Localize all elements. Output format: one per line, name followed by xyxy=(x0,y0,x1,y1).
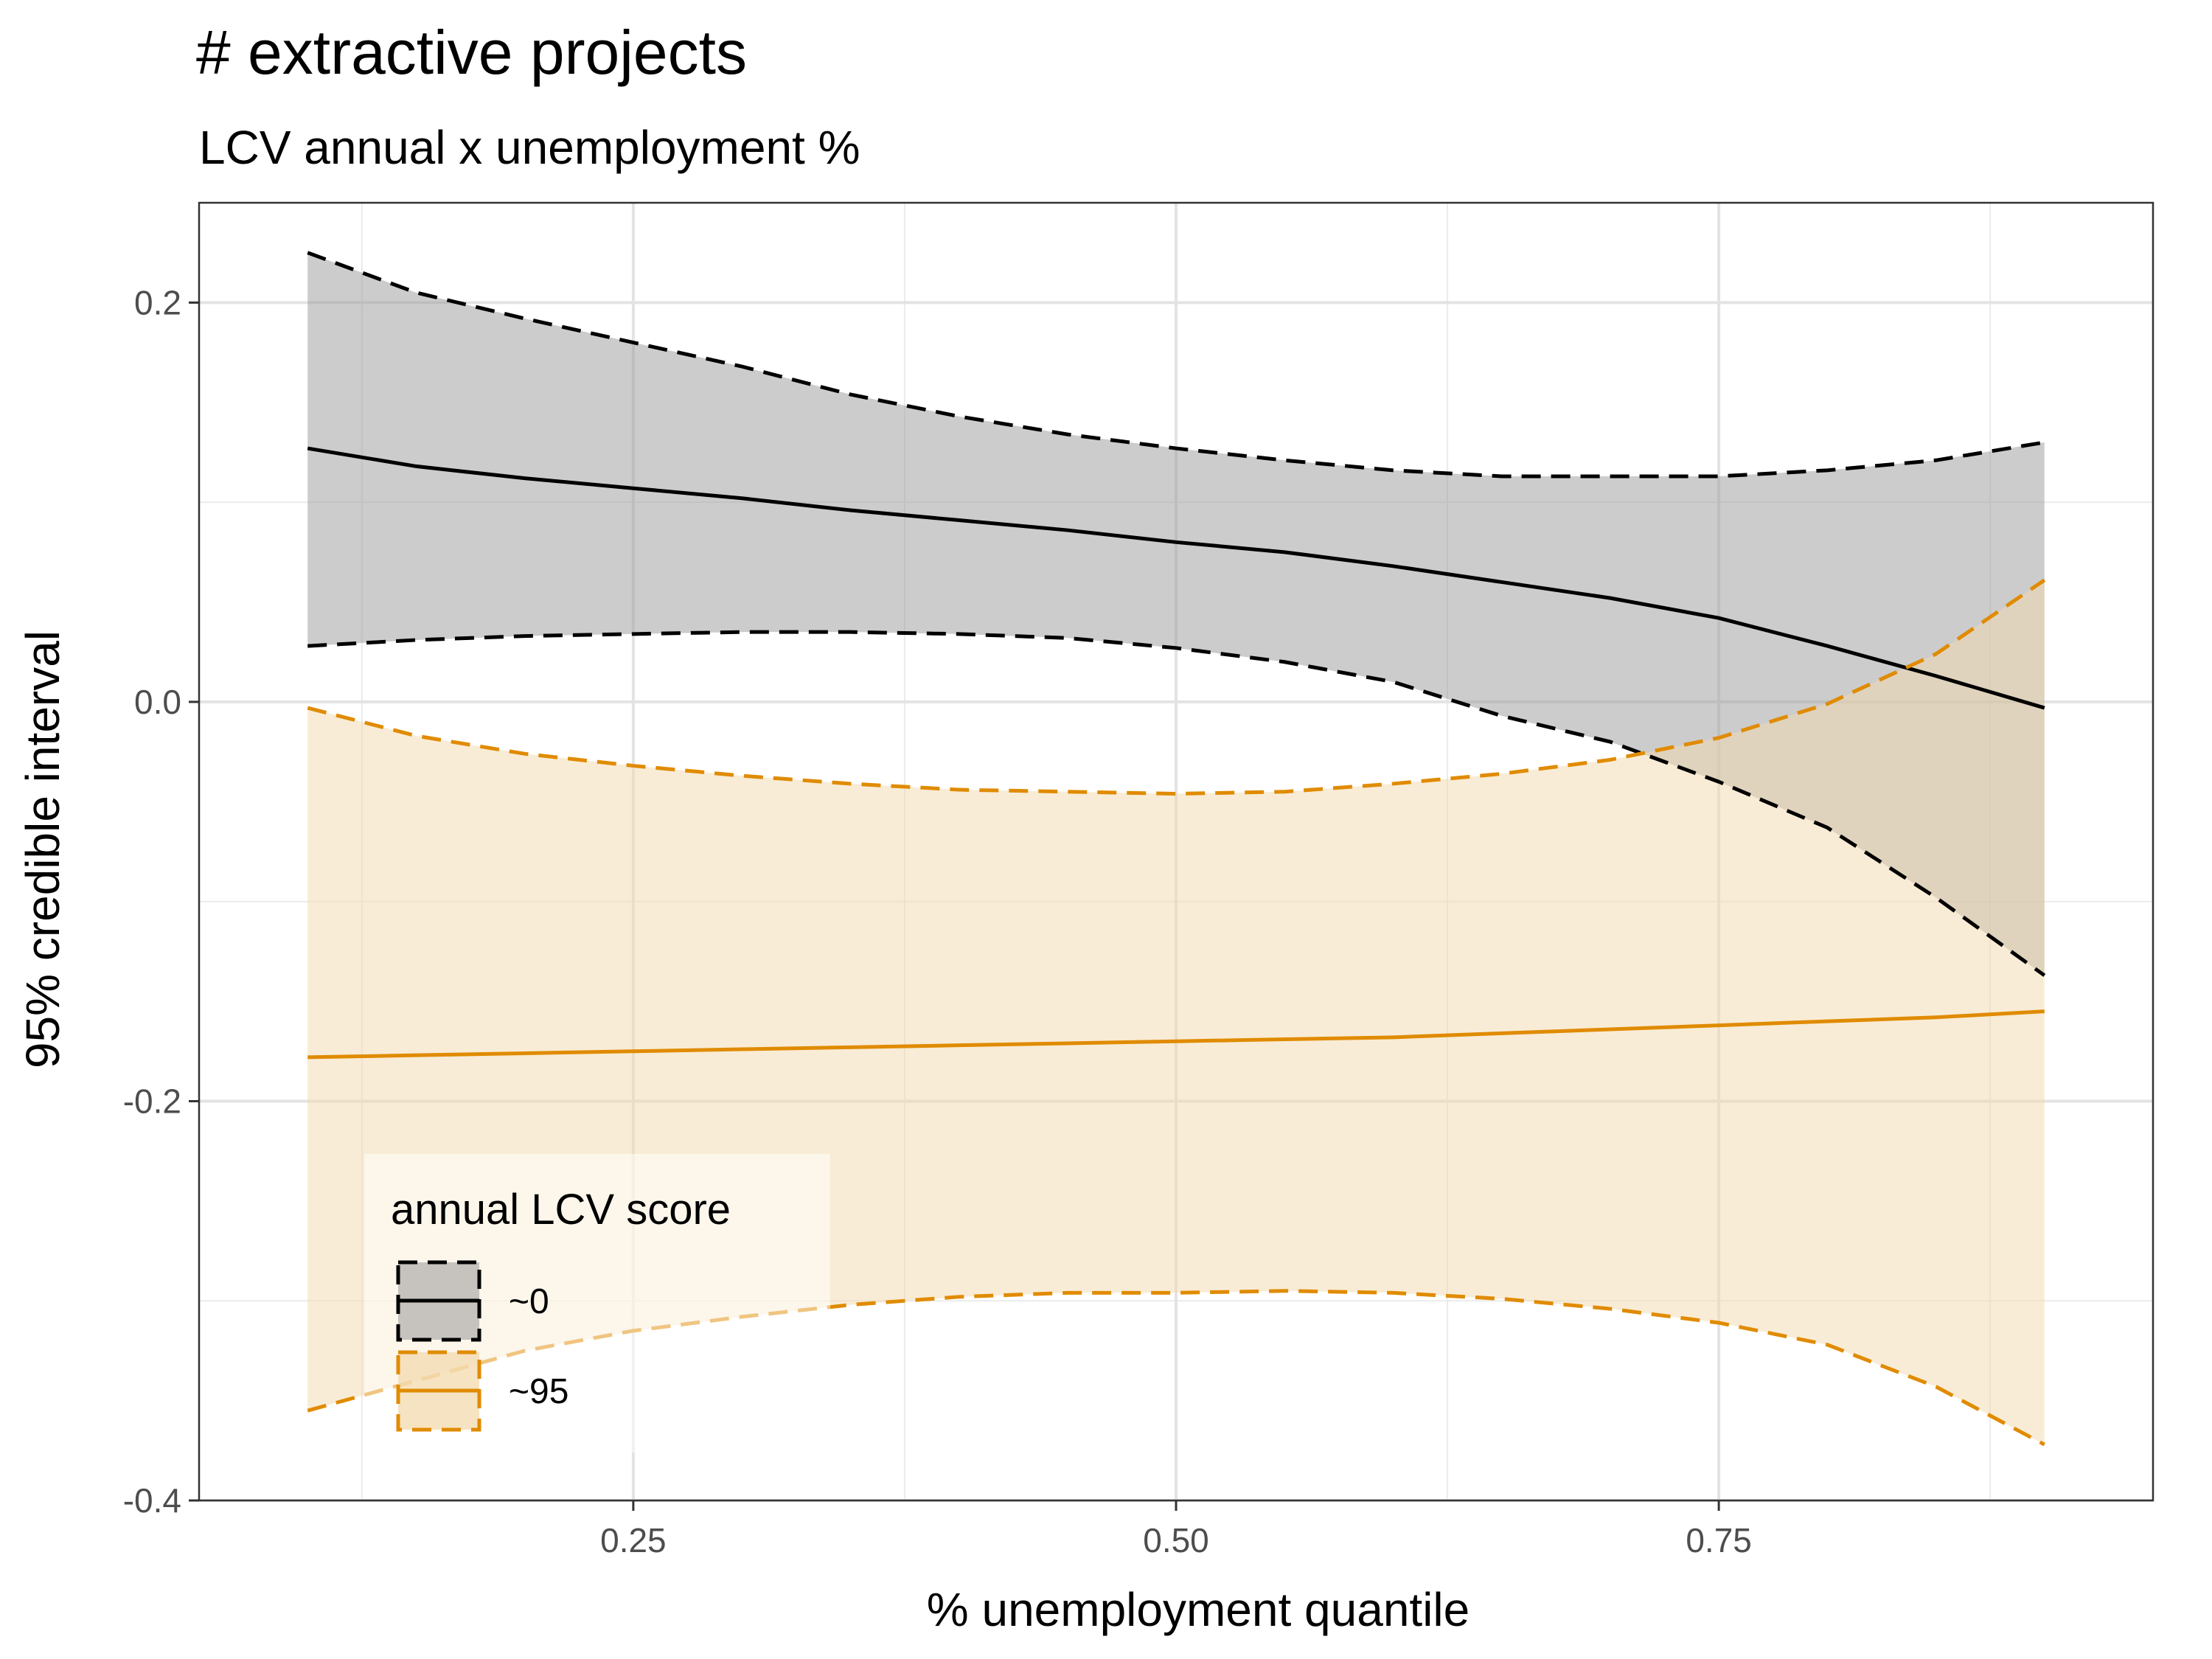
legend-label-lcv-0: ~0 xyxy=(509,1282,549,1321)
estimate-line-lcv-0 xyxy=(307,446,2045,710)
legend-title: annual LCV score xyxy=(391,1186,731,1234)
x-tick-label: 0.50 xyxy=(1143,1521,1209,1559)
credible-band-lcv-0 xyxy=(307,252,2045,975)
y-tick-label: 0.2 xyxy=(134,283,181,321)
y-tick-label: 0.0 xyxy=(134,683,181,721)
upper-bound-line-lcv-0 xyxy=(307,251,2045,479)
y-axis-title: 95% credible interval xyxy=(16,630,69,1068)
x-tick-label: 0.25 xyxy=(600,1521,667,1559)
axes: 0.25 0.50 0.75 -0.4 -0.2 0.0 0.2 xyxy=(123,283,1752,1559)
upper-bound-line-lcv-95 xyxy=(307,578,2046,796)
legend-label-lcv-95: ~95 xyxy=(509,1372,568,1411)
y-tick-label: -0.4 xyxy=(123,1481,181,1520)
legend: annual LCV score ~0 ~95 xyxy=(364,1154,830,1453)
x-axis-title: % unemployment quantile xyxy=(927,1583,1470,1636)
estimate-line-lcv-95 xyxy=(307,1009,2045,1060)
chart-title: # extractive projects xyxy=(196,18,747,87)
lower-bound-line-lcv-0 xyxy=(307,630,2046,977)
legend-item-lcv-0: ~0 xyxy=(396,1260,549,1342)
y-tick-label: -0.2 xyxy=(123,1082,181,1120)
x-tick-label: 0.75 xyxy=(1686,1521,1752,1559)
legend-item-lcv-95: ~95 xyxy=(396,1350,568,1432)
chart-subtitle: LCV annual x unemployment % xyxy=(199,121,860,174)
